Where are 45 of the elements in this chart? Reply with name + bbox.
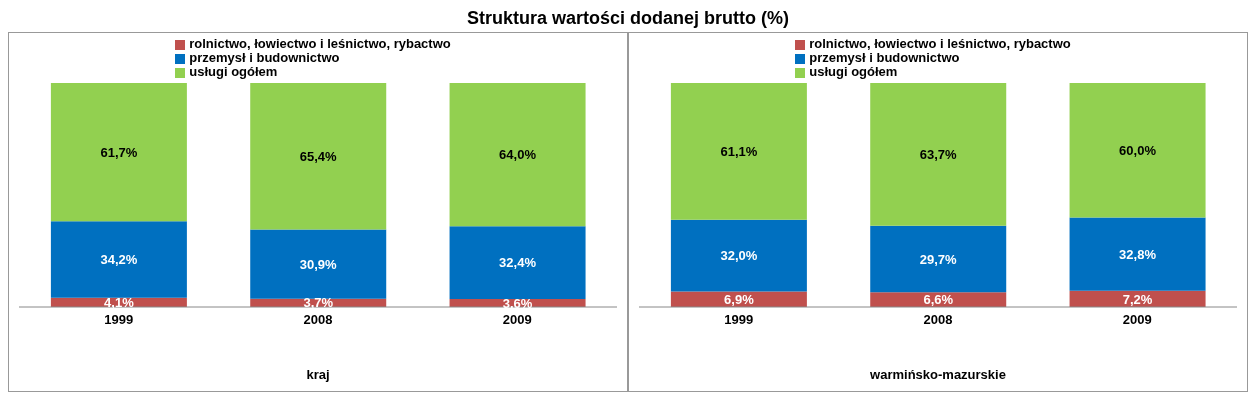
bar [870, 83, 1007, 226]
x-axis-title: kraj [306, 367, 330, 382]
chart-title: Struktura wartości dodanej brutto (%) [466, 8, 790, 30]
legend-label: usługi ogółem [189, 64, 278, 79]
data-label: 32,4% [499, 255, 537, 271]
data-label: 32,8% [1119, 246, 1157, 262]
legend-label: przemysł i budownictwo [189, 50, 340, 65]
bar [250, 83, 387, 230]
bar [250, 229, 387, 299]
legend-label: przemysł i budownictwo [809, 50, 960, 65]
bar [670, 83, 807, 220]
data-label: 6,6% [923, 292, 954, 308]
legend-label: rolnictwo, łowiectwo i leśnictwo, rybactwo [809, 36, 1071, 51]
bar [1069, 83, 1206, 218]
data-label: 29,7% [919, 251, 958, 267]
data-label: 65,4% [299, 148, 338, 164]
bar [449, 226, 586, 299]
data-label: 61,7% [100, 144, 138, 160]
x-axis-title: warmińsko-mazurskie [869, 367, 1006, 382]
x-tick-label: 1999 [104, 312, 134, 328]
x-tick-label: 2009 [502, 312, 532, 328]
x-tick-label: 2008 [923, 312, 953, 328]
data-label: 64,0% [499, 147, 537, 163]
data-label: 3,6% [502, 295, 533, 311]
x-tick-label: 2009 [1122, 312, 1152, 328]
data-label: 7,2% [1122, 291, 1153, 307]
data-label: 30,9% [299, 256, 338, 272]
data-label: 32,0% [720, 248, 758, 264]
data-label: 34,2% [100, 252, 138, 268]
data-label: 3,7% [303, 295, 334, 311]
x-tick-label: 1999 [724, 312, 754, 328]
bar [870, 225, 1007, 293]
data-label: 63,7% [919, 146, 958, 162]
legend-label: rolnictwo, łowiectwo i leśnictwo, rybactwo [189, 36, 451, 51]
bar [50, 83, 187, 222]
x-tick-label: 2008 [303, 312, 333, 328]
bar [1069, 217, 1206, 291]
bar [449, 83, 586, 227]
bar [50, 221, 187, 298]
data-label: 6,9% [724, 291, 755, 307]
bar [670, 219, 807, 292]
data-label: 60,0% [1119, 142, 1157, 158]
legend-label: usługi ogółem [809, 64, 898, 79]
data-label: 4,1% [104, 295, 135, 311]
data-label: 61,1% [720, 144, 758, 160]
